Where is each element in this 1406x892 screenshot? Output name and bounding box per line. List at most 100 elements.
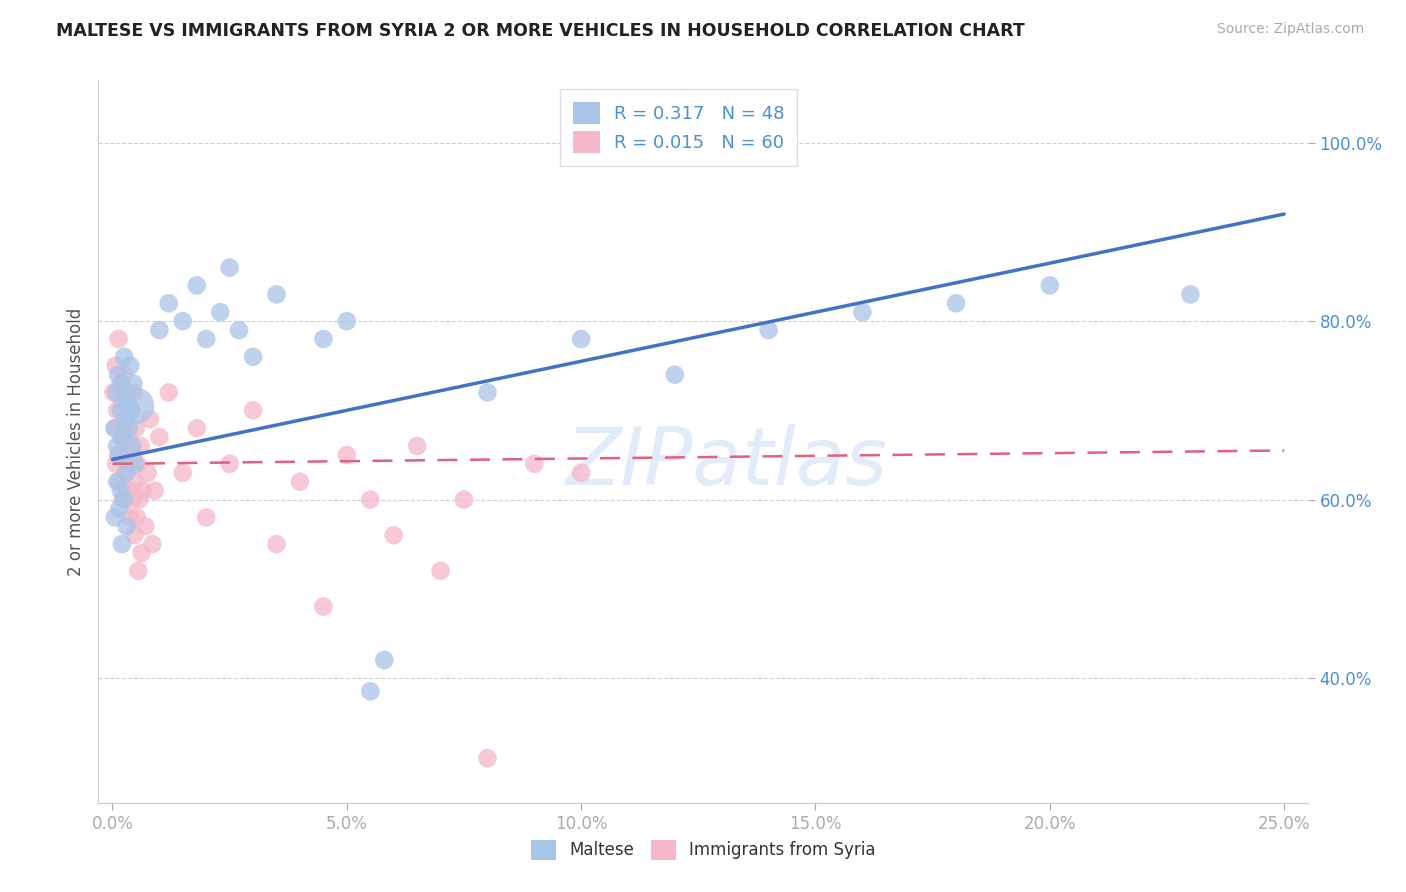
Point [312,599,335,614]
Point [128,492,150,507]
Point [115,466,138,480]
Point [157,296,180,310]
Point [112,421,135,435]
Point [266,537,288,551]
Point [143,483,166,498]
Point [120,457,142,471]
Point [125,421,148,435]
Point [122,376,145,391]
Point [105,475,128,489]
Point [266,287,288,301]
Point [118,430,141,444]
Point [121,448,143,462]
Point [105,457,128,471]
Point [111,430,134,444]
Point [111,376,134,391]
Point [523,457,546,471]
Point [136,466,159,480]
Point [172,314,194,328]
Point [312,332,335,346]
Point [107,448,129,462]
Point [125,510,148,524]
Point [104,421,127,435]
Point [141,537,163,551]
Point [127,457,149,471]
Y-axis label: 2 or more Vehicles in Household: 2 or more Vehicles in Household [66,308,84,575]
Point [336,448,359,462]
Point [429,564,451,578]
Point [105,439,128,453]
Point [103,385,125,400]
Point [124,457,146,471]
Point [945,296,967,310]
Point [242,350,264,364]
Point [111,394,134,409]
Text: ZIPatlas: ZIPatlas [567,425,889,502]
Point [209,305,232,319]
Point [131,546,153,560]
Point [218,260,240,275]
Point [125,399,148,413]
Point [382,528,405,542]
Point [569,332,592,346]
Point [148,430,170,444]
Point [186,421,208,435]
Point [112,368,135,382]
Point [359,684,381,698]
Point [118,510,141,524]
Point [110,403,132,417]
Point [114,466,136,480]
Point [115,439,138,453]
Text: MALTESE VS IMMIGRANTS FROM SYRIA 2 OR MORE VEHICLES IN HOUSEHOLD CORRELATION CHA: MALTESE VS IMMIGRANTS FROM SYRIA 2 OR MO… [56,22,1025,40]
Point [336,314,359,328]
Point [120,403,142,417]
Point [114,412,136,426]
Point [664,368,686,382]
Point [132,483,155,498]
Point [851,305,873,319]
Point [195,510,218,524]
Point [242,403,264,417]
Point [477,385,499,400]
Point [477,751,499,765]
Point [112,350,135,364]
Point [104,421,127,435]
Point [453,492,475,507]
Point [108,448,131,462]
Point [118,421,141,435]
Point [117,394,139,409]
Point [111,492,134,507]
Point [127,564,149,578]
Point [218,457,240,471]
Point [105,385,128,400]
Point [120,403,142,417]
Point [157,385,180,400]
Point [107,332,129,346]
Point [104,510,127,524]
Point [373,653,395,667]
Point [1180,287,1202,301]
Point [359,492,381,507]
Point [115,519,138,533]
Point [110,483,132,498]
Point [121,492,143,507]
Point [569,466,592,480]
Point [129,439,152,453]
Point [758,323,780,337]
Point [172,466,194,480]
Point [186,278,208,293]
Point [117,385,139,400]
Point [108,501,131,516]
Point [108,475,131,489]
Point [107,368,129,382]
Point [406,439,429,453]
Legend: Maltese, Immigrants from Syria: Maltese, Immigrants from Syria [524,833,882,867]
Point [148,323,170,337]
Point [124,475,146,489]
Point [120,359,142,373]
Point [288,475,311,489]
Text: Source: ZipAtlas.com: Source: ZipAtlas.com [1216,22,1364,37]
Point [124,528,146,542]
Point [121,439,143,453]
Point [105,403,128,417]
